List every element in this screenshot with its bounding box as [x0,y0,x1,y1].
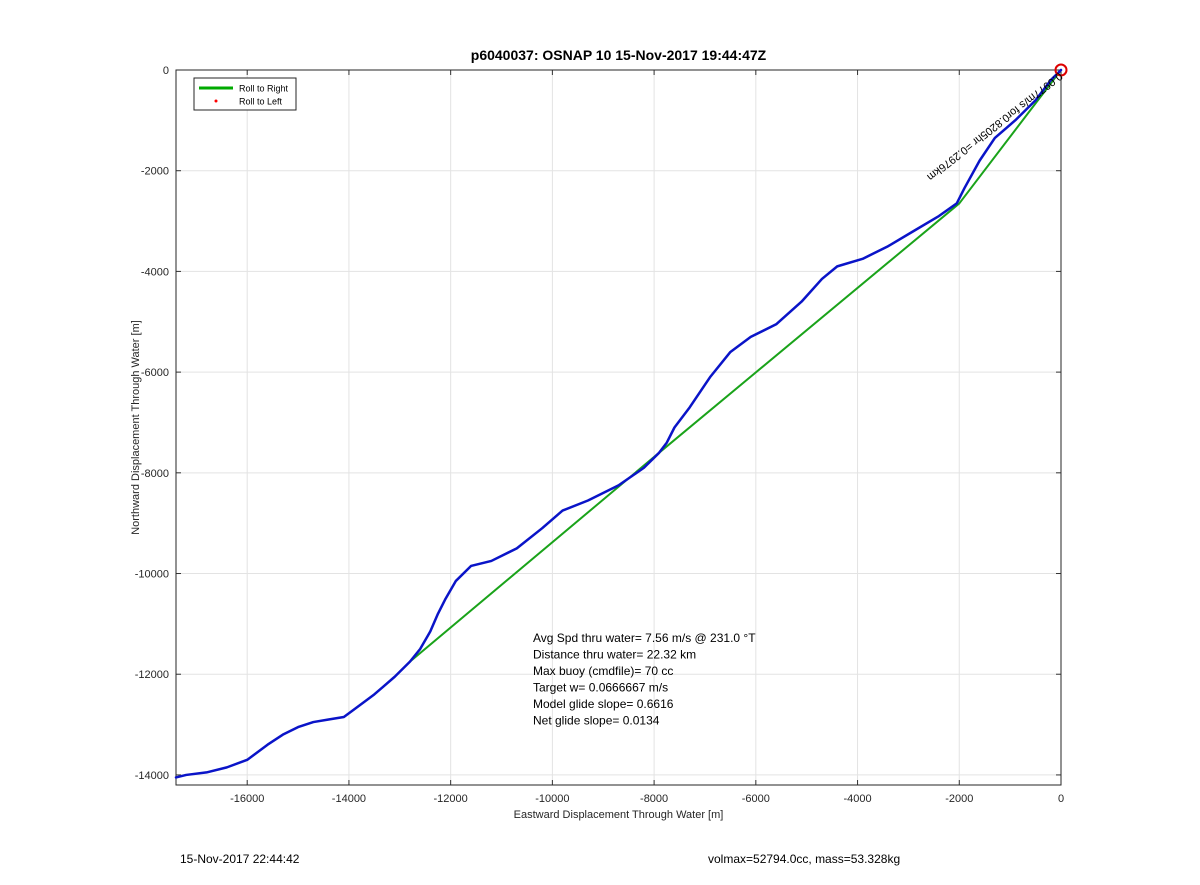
x-tick-label: -12000 [434,793,468,805]
legend-label: Roll to Right [239,84,289,94]
y-tick-label: -6000 [141,367,169,379]
chart-title: p6040037: OSNAP 10 15-Nov-2017 19:44:47Z [471,47,767,63]
start-marker [1054,63,1068,77]
stats-line: Avg Spd thru water= 7.56 m/s @ 231.0 °T [533,631,756,645]
y-tick-label: -2000 [141,166,169,178]
x-tick-label: 0 [1058,793,1064,805]
x-axis-label: Eastward Displacement Through Water [m] [514,809,724,821]
axes-box [175,69,1062,786]
stats-line: Net glide slope= 0.0134 [533,714,660,728]
legend-box [193,77,297,111]
x-tick-label: -10000 [535,793,569,805]
y-tick-label: 0 [163,65,169,77]
series-line-1 [408,69,1062,663]
plot-area [176,70,1061,785]
y-tick-label: -4000 [141,266,169,278]
x-tick-label: -4000 [843,793,871,805]
y-tick-label: -14000 [135,770,169,782]
x-tick-label: -2000 [945,793,973,805]
footer-timestamp: 15-Nov-2017 22:44:42 [180,852,300,866]
stats-line: Max buoy (cmdfile)= 70 cc [533,664,673,678]
stats-line: Model glide slope= 0.6616 [533,697,674,711]
stats-line: Distance thru water= 22.32 km [533,648,696,662]
x-tick-label: -6000 [742,793,770,805]
x-tick-label: -16000 [230,793,264,805]
legend-swatch-dot [214,99,218,103]
x-tick-label: -14000 [332,793,366,805]
series-line-2 [174,68,1063,779]
footer-volmax-mass: volmax=52794.0cc, mass=53.328kg [708,852,901,866]
legend-label: Roll to Left [239,97,283,107]
y-tick-label: -12000 [135,669,169,681]
y-axis-label: Northward Displacement Through Water [m] [130,320,142,535]
stats-line: Target w= 0.0666667 m/s [533,681,668,695]
y-tick-label: -10000 [135,569,169,581]
x-tick-label: -8000 [640,793,668,805]
y-tick-label: -8000 [141,468,169,480]
